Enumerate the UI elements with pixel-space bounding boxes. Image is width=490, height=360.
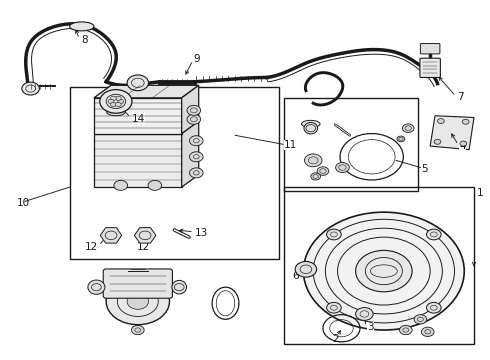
Text: 12: 12 (85, 242, 98, 252)
Circle shape (127, 294, 148, 309)
Ellipse shape (304, 122, 318, 134)
Text: 5: 5 (421, 163, 428, 174)
Text: 4: 4 (460, 141, 466, 151)
Polygon shape (134, 228, 156, 243)
Circle shape (127, 75, 148, 91)
Circle shape (304, 154, 322, 167)
Circle shape (311, 173, 320, 180)
FancyBboxPatch shape (420, 44, 440, 54)
Circle shape (327, 302, 341, 313)
Circle shape (190, 152, 203, 162)
Circle shape (295, 261, 317, 277)
Polygon shape (100, 228, 122, 243)
Circle shape (187, 105, 201, 115)
FancyBboxPatch shape (420, 58, 441, 77)
Bar (284, 187, 474, 344)
Circle shape (190, 168, 203, 178)
Circle shape (114, 180, 127, 190)
Bar (70, 87, 279, 258)
Circle shape (336, 162, 349, 172)
Circle shape (462, 119, 469, 124)
Circle shape (131, 325, 144, 335)
Text: 6: 6 (293, 271, 299, 281)
Text: 2: 2 (333, 334, 339, 344)
Circle shape (303, 212, 464, 330)
Circle shape (187, 114, 201, 124)
Circle shape (399, 325, 412, 335)
Circle shape (402, 124, 414, 132)
Ellipse shape (88, 280, 105, 294)
Text: 13: 13 (196, 228, 209, 238)
Polygon shape (430, 116, 474, 150)
Text: 3: 3 (367, 322, 373, 332)
Ellipse shape (70, 22, 94, 31)
Polygon shape (94, 98, 182, 134)
Circle shape (397, 136, 405, 142)
FancyBboxPatch shape (103, 269, 172, 298)
Text: 7: 7 (457, 92, 464, 102)
Circle shape (148, 180, 162, 190)
Circle shape (426, 229, 441, 240)
Circle shape (317, 167, 329, 175)
Circle shape (460, 141, 466, 146)
Circle shape (356, 250, 412, 292)
Circle shape (190, 136, 203, 146)
Circle shape (100, 90, 132, 113)
Circle shape (106, 278, 170, 325)
Circle shape (22, 82, 39, 95)
Text: 12: 12 (137, 242, 150, 252)
Circle shape (327, 229, 341, 240)
Text: 8: 8 (81, 35, 87, 45)
Circle shape (111, 102, 116, 107)
Ellipse shape (172, 280, 187, 294)
Text: 9: 9 (194, 54, 200, 64)
Bar (284, 98, 418, 191)
Circle shape (414, 315, 427, 324)
Text: 10: 10 (17, 198, 30, 207)
Circle shape (438, 118, 444, 123)
Circle shape (108, 99, 114, 104)
Polygon shape (182, 85, 199, 134)
Text: 14: 14 (132, 113, 145, 123)
Circle shape (116, 102, 121, 107)
Circle shape (426, 302, 441, 313)
Circle shape (421, 327, 434, 337)
Text: 1: 1 (476, 188, 483, 198)
Ellipse shape (107, 109, 125, 116)
Circle shape (434, 139, 441, 144)
Polygon shape (182, 121, 199, 187)
Text: 11: 11 (284, 140, 297, 150)
Circle shape (356, 307, 373, 320)
Polygon shape (94, 134, 182, 187)
Polygon shape (94, 85, 199, 98)
Circle shape (111, 96, 116, 100)
Ellipse shape (301, 120, 320, 127)
Circle shape (118, 99, 123, 104)
Circle shape (116, 96, 121, 100)
